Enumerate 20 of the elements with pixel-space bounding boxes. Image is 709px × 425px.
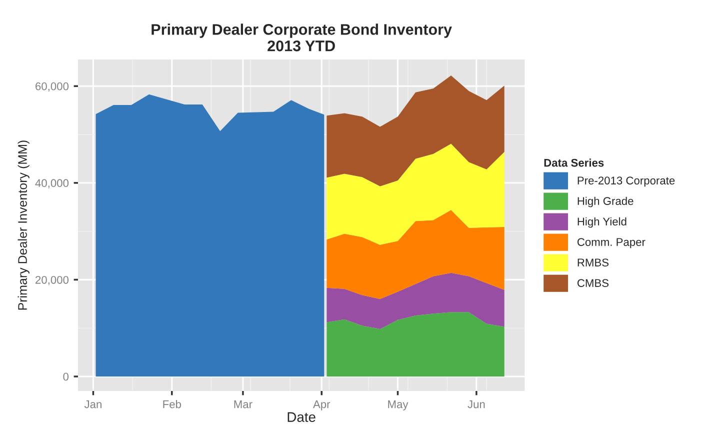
x-axis-title: Date <box>288 412 316 422</box>
y-axis-title: Primary Dealer Inventory (MM) <box>18 140 30 310</box>
x-tick-label: Feb <box>163 400 181 408</box>
legend-label: RMBS <box>578 258 609 266</box>
legend-label: High Grade <box>578 196 634 208</box>
legend-title: Data Series <box>544 158 604 167</box>
y-tick-label: 40,000 <box>35 179 69 188</box>
chart-title: Primary Dealer Corporate Bond Inventory 2013 YTD <box>152 24 452 52</box>
x-tick-label: Mar <box>234 400 252 408</box>
legend-label: Pre-2013 Corporate <box>578 176 675 187</box>
legend-label: High Yield <box>578 217 626 228</box>
legend-label: Comm. Paper <box>577 238 646 248</box>
x-tick-label: Apr <box>313 400 330 410</box>
x-tick-label: Jun <box>468 400 485 408</box>
x-tick-label: Jan <box>84 400 102 408</box>
legend-label: CMBS <box>577 279 609 287</box>
x-tick-label: May <box>388 400 408 410</box>
y-tick-label: 20,000 <box>36 276 69 286</box>
y-tick-label: 0 <box>63 372 69 381</box>
y-tick-label: 60,000 <box>36 82 69 92</box>
